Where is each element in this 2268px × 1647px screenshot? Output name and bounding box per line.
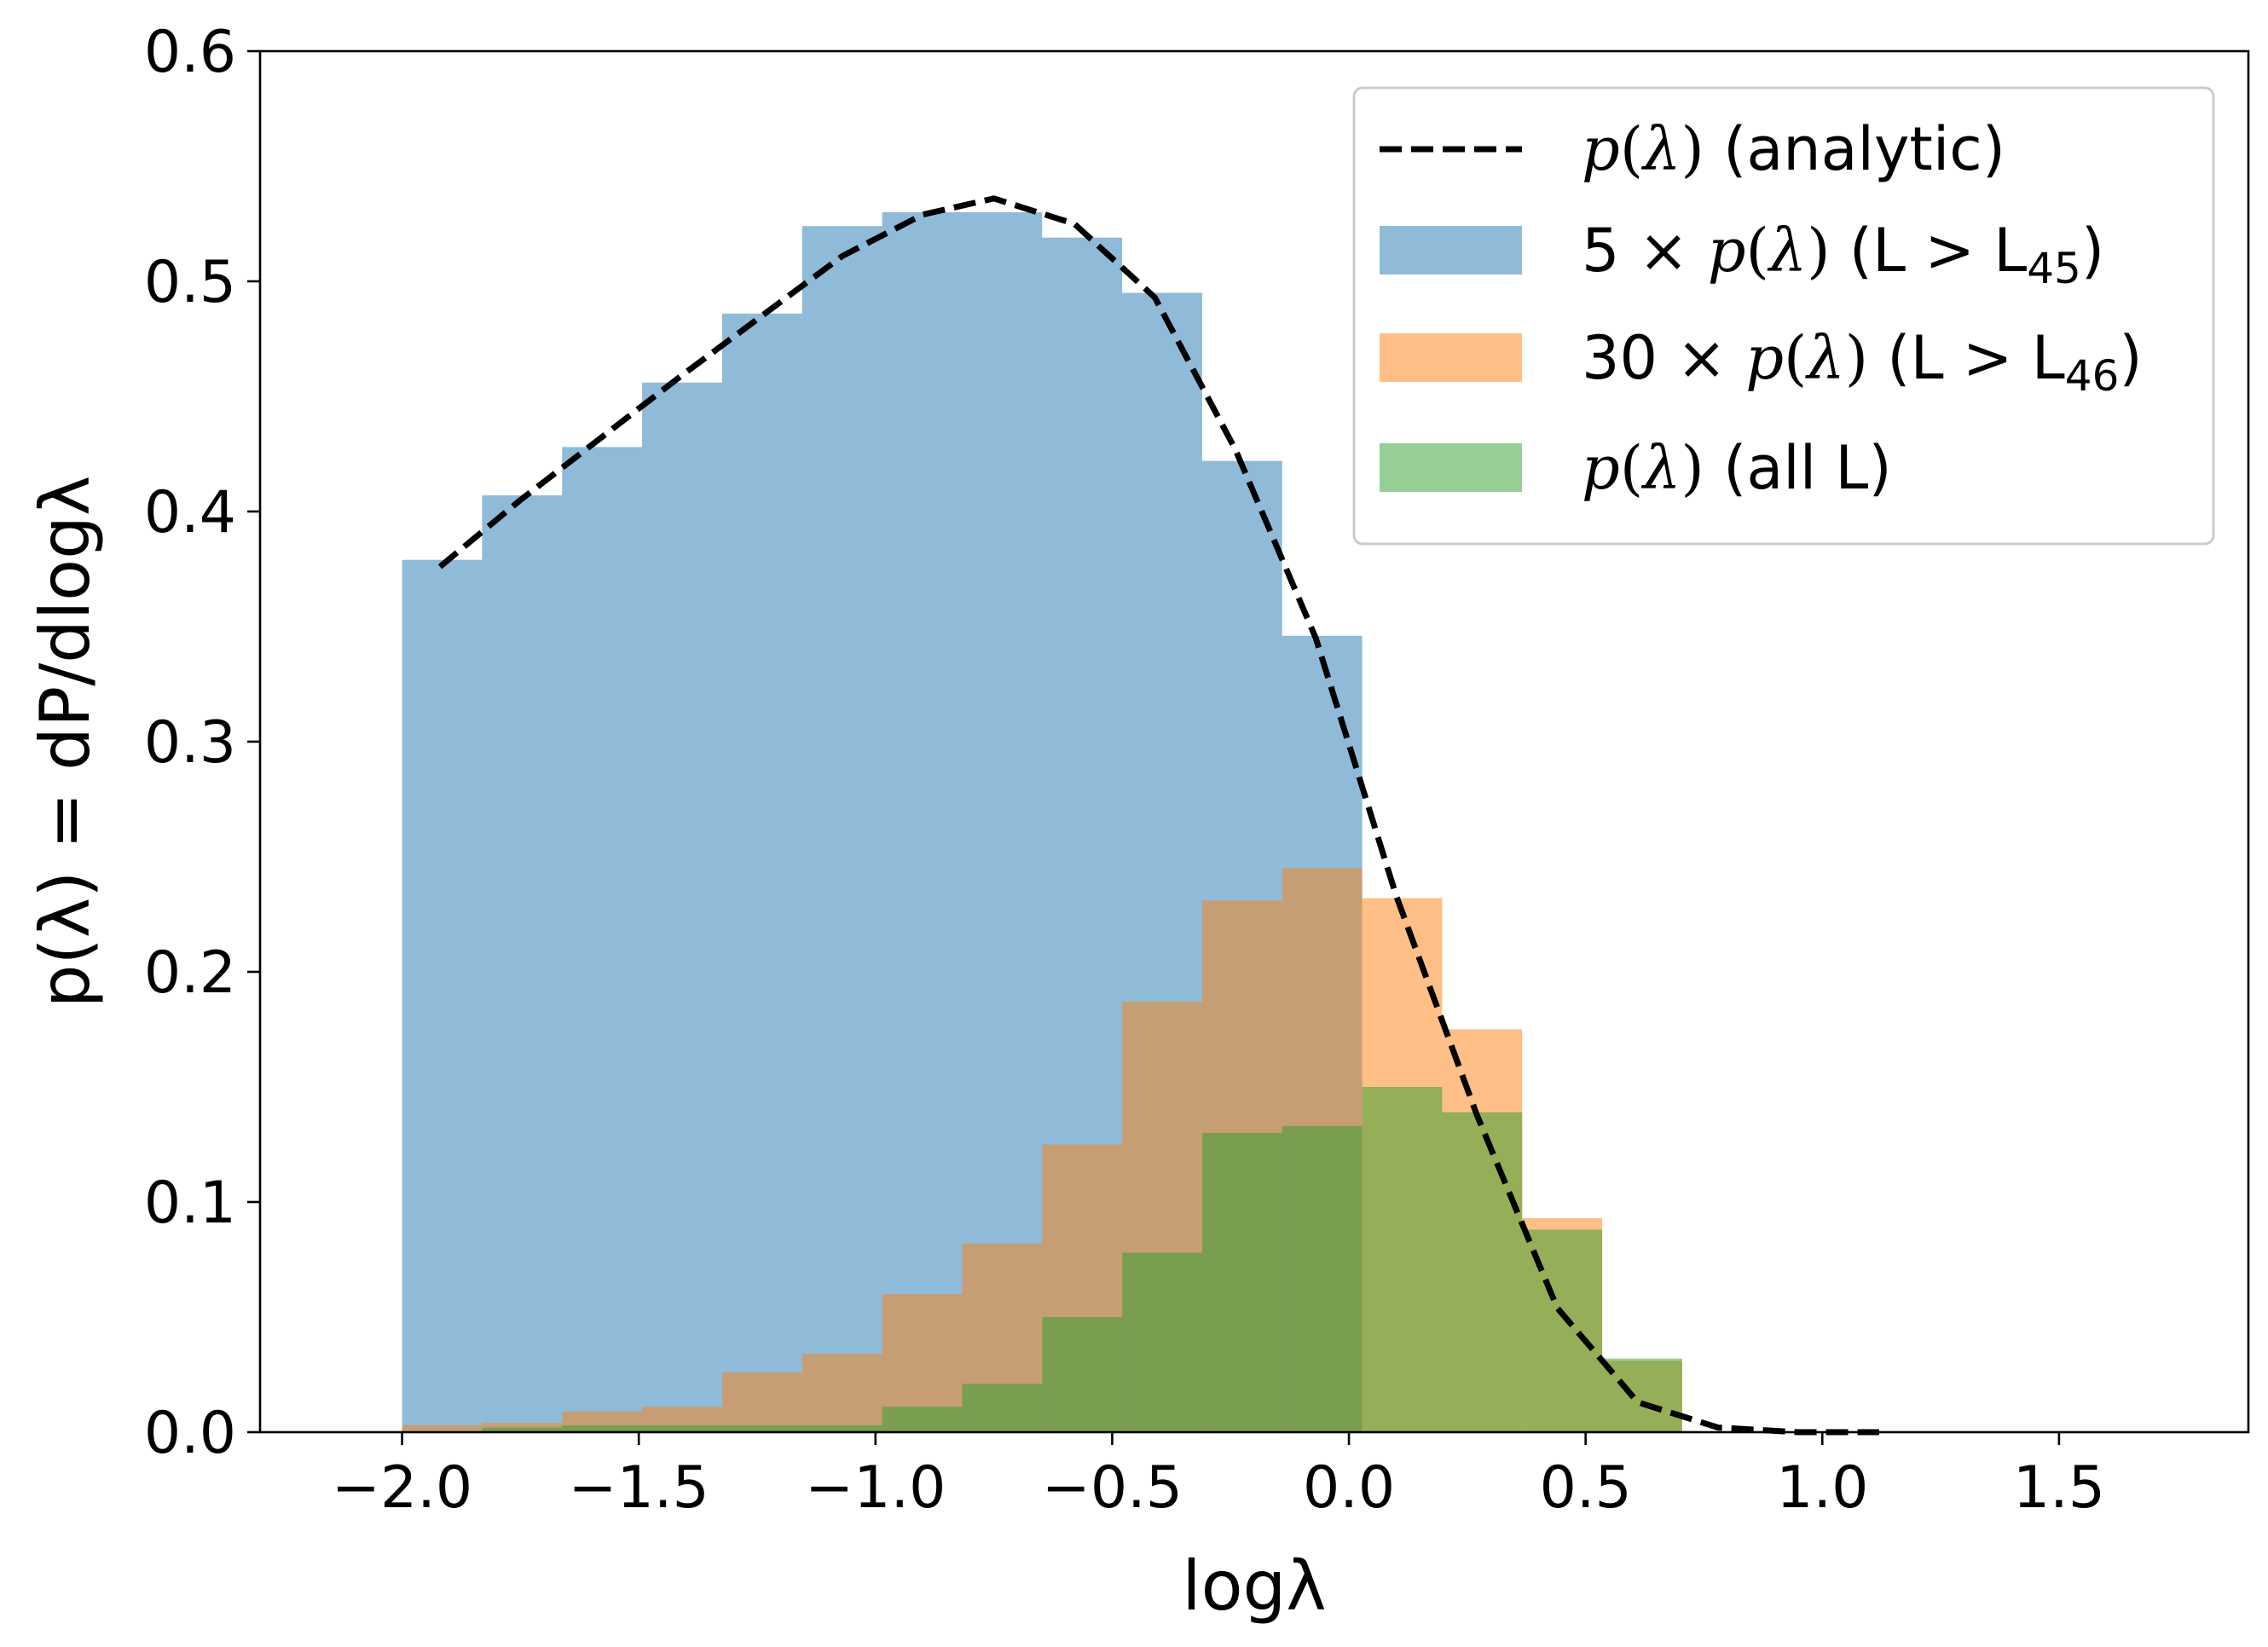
x-tick-label: 1.0 bbox=[1776, 1454, 1868, 1522]
histogram-bar bbox=[642, 1425, 722, 1432]
legend-math-lambda: λ bbox=[1640, 114, 1681, 184]
legend-label: 5 × p(λ) (L > L45) bbox=[1582, 216, 2104, 293]
legend-math-p: p bbox=[1582, 433, 1620, 503]
legend-math-open: ( bbox=[1620, 114, 1643, 184]
histogram-bar bbox=[402, 559, 483, 1432]
legend-label-suffix: (L > L bbox=[1831, 216, 2028, 286]
legend-label-suffix: (L > L bbox=[1868, 323, 2065, 393]
x-tick-label: 1.5 bbox=[2013, 1454, 2105, 1522]
legend-label: 30 × p(λ) (L > L46) bbox=[1582, 323, 2143, 401]
legend-swatch bbox=[1380, 226, 1522, 274]
y-tick-label: 0.0 bbox=[144, 1400, 236, 1467]
x-axis-label: logλ bbox=[1182, 1546, 1326, 1626]
histogram-bar bbox=[482, 1427, 563, 1432]
x-tick-label: −2.0 bbox=[332, 1454, 472, 1522]
histogram-bar bbox=[801, 1354, 882, 1432]
histogram-bar bbox=[562, 447, 643, 1432]
legend-math-lambda: λ bbox=[1804, 323, 1844, 393]
analytic-curve bbox=[437, 195, 1879, 1436]
legend-label-prefix: 5 × bbox=[1582, 216, 1708, 286]
legend-math-lambda: λ bbox=[1767, 216, 1807, 286]
legend-entry: 5 × p(λ) (L > L45) bbox=[1380, 216, 2104, 293]
y-tick-label: 0.4 bbox=[144, 479, 236, 546]
histogram-bar bbox=[962, 1384, 1043, 1432]
histogram-bar bbox=[882, 1407, 963, 1432]
y-tick-label: 0.6 bbox=[144, 19, 236, 86]
y-axis-label: p(λ) = dP/dlogλ bbox=[26, 476, 105, 1008]
histogram-bar bbox=[1442, 1112, 1523, 1432]
legend-math-close: ) bbox=[1681, 114, 1704, 184]
histogram-bar bbox=[1042, 1317, 1123, 1432]
y-tick-label: 0.1 bbox=[144, 1170, 236, 1237]
x-tick-label: 0.5 bbox=[1540, 1454, 1632, 1522]
histogram-bar bbox=[801, 226, 882, 1433]
legend-math-p: p bbox=[1708, 216, 1746, 286]
bar-series-2 bbox=[482, 1087, 1682, 1432]
histogram-bar bbox=[882, 212, 963, 1432]
x-tick-label: −1.0 bbox=[805, 1454, 946, 1522]
legend-math-open: ( bbox=[1784, 323, 1807, 393]
legend-box bbox=[1352, 86, 2215, 546]
legend-label: p(λ) (analytic) bbox=[1582, 114, 2005, 184]
legend-swatch bbox=[1380, 443, 1522, 492]
legend-math-p: p bbox=[1745, 323, 1784, 393]
legend-math-close: ) bbox=[1807, 216, 1830, 286]
legend-math-open: ( bbox=[1746, 216, 1769, 286]
legend-label-close: ) bbox=[2119, 323, 2142, 393]
legend-math-close: ) bbox=[1681, 433, 1704, 503]
legend-math-lambda: λ bbox=[1640, 433, 1681, 503]
histogram-bar bbox=[642, 382, 722, 1432]
y-tick-label: 0.2 bbox=[144, 939, 236, 1007]
legend-entry: 30 × p(λ) (L > L46) bbox=[1380, 323, 2143, 401]
histogram-bar bbox=[482, 495, 563, 1432]
legend-label-suffix: (analytic) bbox=[1704, 114, 2005, 184]
histogram-bar bbox=[1282, 1125, 1363, 1432]
legend-swatch bbox=[1380, 333, 1522, 382]
legend-entry: p(λ) (analytic) bbox=[1380, 114, 2005, 184]
histogram-bar bbox=[801, 1425, 882, 1432]
histogram-bar bbox=[402, 1425, 483, 1432]
legend-label-subscript: 46 bbox=[2065, 351, 2120, 401]
legend: p(λ) (analytic)5 × p(λ) (L > L45)30 × p(… bbox=[1352, 86, 2215, 546]
legend-label-prefix: 30 × bbox=[1582, 323, 1745, 393]
histogram-bar bbox=[962, 212, 1043, 1432]
plot-area bbox=[402, 195, 1879, 1436]
legend-math-close: ) bbox=[1845, 323, 1868, 393]
legend-label-subscript: 45 bbox=[2027, 244, 2081, 293]
legend-label-close: ) bbox=[2081, 216, 2104, 286]
histogram-bar bbox=[1201, 1133, 1282, 1432]
histogram-bar bbox=[721, 1372, 802, 1432]
histogram-bar bbox=[562, 1425, 643, 1432]
legend-math-open: ( bbox=[1620, 433, 1643, 503]
histogram-bar bbox=[721, 313, 802, 1432]
legend-math-p: p bbox=[1582, 114, 1620, 184]
histogram-bar bbox=[1362, 1087, 1443, 1432]
legend-label-suffix: (all L) bbox=[1704, 433, 1892, 503]
legend-entry: p(λ) (all L) bbox=[1380, 433, 1892, 503]
axes: −2.0 −1.5 −1.0 −0.5 0.0 0.5 1.0 1.5 0.0 0.1 0.2 0.3… bbox=[26, 19, 2250, 1626]
y-tick-label: 0.5 bbox=[144, 249, 236, 316]
legend-label: p(λ) (all L) bbox=[1582, 433, 1892, 503]
x-tick-label: −1.5 bbox=[569, 1454, 709, 1522]
y-tick-label: 0.3 bbox=[144, 709, 236, 777]
histogram-bar bbox=[721, 1425, 802, 1432]
histogram-bar bbox=[1602, 1358, 1682, 1432]
x-tick-label: 0.0 bbox=[1303, 1454, 1395, 1522]
x-tick-label: −0.5 bbox=[1042, 1454, 1183, 1522]
histogram-bar bbox=[1122, 1252, 1202, 1432]
